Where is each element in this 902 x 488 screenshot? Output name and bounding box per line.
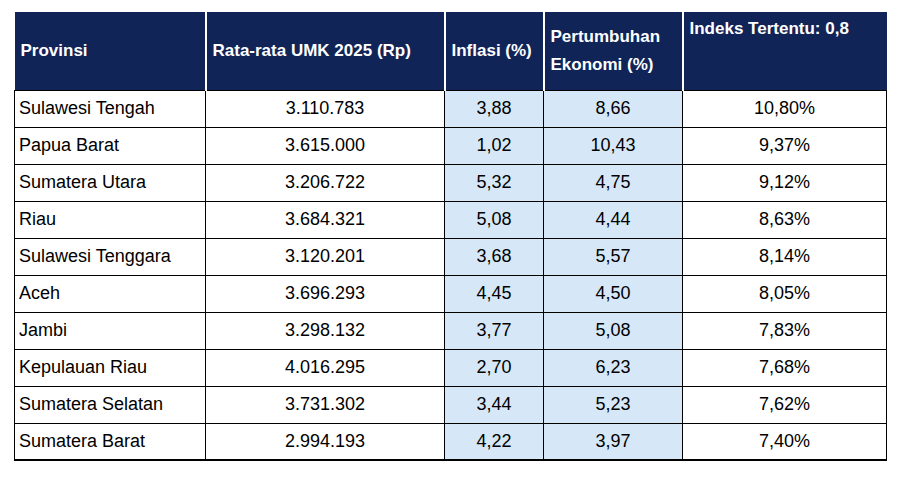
province-cell: Papua Barat <box>15 127 206 164</box>
indeks-cell: 8,14% <box>683 238 887 275</box>
pertumbuhan-cell: 5,57 <box>544 238 683 275</box>
table-row: Aceh3.696.2934,454,508,05% <box>15 275 887 312</box>
table-row: Sumatera Utara3.206.7225,324,759,12% <box>15 164 887 201</box>
table-body: Sulawesi Tengah3.110.7833,888,6610,80%Pa… <box>15 90 887 460</box>
province-cell: Sumatera Utara <box>15 164 206 201</box>
inflasi-cell: 3,68 <box>445 238 544 275</box>
pertumbuhan-cell: 5,23 <box>544 386 683 423</box>
indeks-cell: 7,62% <box>683 386 887 423</box>
umk-cell: 3.731.302 <box>206 386 445 423</box>
table-row: Kepulauan Riau4.016.2952,706,237,68% <box>15 349 887 386</box>
inflasi-cell: 1,02 <box>445 127 544 164</box>
indeks-cell: 8,05% <box>683 275 887 312</box>
province-cell: Jambi <box>15 312 206 349</box>
province-cell: Kepulauan Riau <box>15 349 206 386</box>
pertumbuhan-cell: 8,66 <box>544 90 683 127</box>
province-cell: Sulawesi Tenggara <box>15 238 206 275</box>
province-cell: Riau <box>15 201 206 238</box>
indeks-cell: 9,37% <box>683 127 887 164</box>
province-cell: Sumatera Barat <box>15 423 206 460</box>
umk-cell: 3.696.293 <box>206 275 445 312</box>
inflasi-cell: 3,44 <box>445 386 544 423</box>
pertumbuhan-cell: 4,50 <box>544 275 683 312</box>
indeks-cell: 7,40% <box>683 423 887 460</box>
col-header-umk: Rata-rata UMK 2025 (Rp) <box>206 12 445 90</box>
pertumbuhan-cell: 4,75 <box>544 164 683 201</box>
pertumbuhan-cell: 10,43 <box>544 127 683 164</box>
umk-cell: 3.120.201 <box>206 238 445 275</box>
inflasi-cell: 4,22 <box>445 423 544 460</box>
inflasi-cell: 5,32 <box>445 164 544 201</box>
table-row: Sumatera Barat2.994.1934,223,977,40% <box>15 423 887 460</box>
inflasi-cell: 3,77 <box>445 312 544 349</box>
province-cell: Sumatera Selatan <box>15 386 206 423</box>
umk-cell: 3.110.783 <box>206 90 445 127</box>
pertumbuhan-cell: 4,44 <box>544 201 683 238</box>
table-row: Sulawesi Tengah3.110.7833,888,6610,80% <box>15 90 887 127</box>
table-row: Papua Barat3.615.0001,0210,439,37% <box>15 127 887 164</box>
table-row: Riau3.684.3215,084,448,63% <box>15 201 887 238</box>
col-header-pertumbuhan: Pertumbuhan Ekonomi (%) <box>544 12 683 90</box>
umk-cell: 4.016.295 <box>206 349 445 386</box>
indeks-cell: 7,83% <box>683 312 887 349</box>
pertumbuhan-cell: 3,97 <box>544 423 683 460</box>
indeks-cell: 7,68% <box>683 349 887 386</box>
col-header-provinsi: Provinsi <box>15 12 206 90</box>
indeks-cell: 10,80% <box>683 90 887 127</box>
inflasi-cell: 4,45 <box>445 275 544 312</box>
table-row: Sulawesi Tenggara3.120.2013,685,578,14% <box>15 238 887 275</box>
umk-cell: 3.298.132 <box>206 312 445 349</box>
indeks-cell: 8,63% <box>683 201 887 238</box>
umk-cell: 3.615.000 <box>206 127 445 164</box>
umk-cell: 3.206.722 <box>206 164 445 201</box>
umk-table: Provinsi Rata-rata UMK 2025 (Rp) Inflasi… <box>14 12 887 461</box>
table-header: Provinsi Rata-rata UMK 2025 (Rp) Inflasi… <box>15 12 887 90</box>
inflasi-cell: 5,08 <box>445 201 544 238</box>
indeks-cell: 9,12% <box>683 164 887 201</box>
umk-cell: 2.994.193 <box>206 423 445 460</box>
col-header-indeks: Indeks Tertentu: 0,8 <box>683 12 887 90</box>
province-cell: Sulawesi Tengah <box>15 90 206 127</box>
inflasi-cell: 3,88 <box>445 90 544 127</box>
page: Provinsi Rata-rata UMK 2025 (Rp) Inflasi… <box>0 12 902 488</box>
pertumbuhan-cell: 6,23 <box>544 349 683 386</box>
table-row: Sumatera Selatan3.731.3023,445,237,62% <box>15 386 887 423</box>
header-row: Provinsi Rata-rata UMK 2025 (Rp) Inflasi… <box>15 12 887 90</box>
province-cell: Aceh <box>15 275 206 312</box>
col-header-inflasi: Inflasi (%) <box>445 12 544 90</box>
inflasi-cell: 2,70 <box>445 349 544 386</box>
umk-cell: 3.684.321 <box>206 201 445 238</box>
pertumbuhan-cell: 5,08 <box>544 312 683 349</box>
table-row: Jambi3.298.1323,775,087,83% <box>15 312 887 349</box>
